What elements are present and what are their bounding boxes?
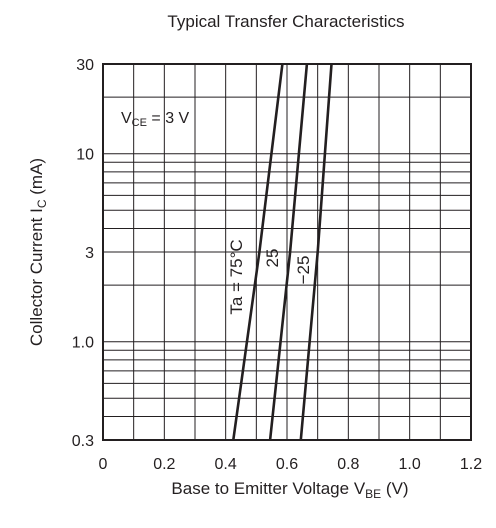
x-tick-label: 1.2 [460,456,482,473]
x-tick-label: 0.4 [215,456,237,473]
plot-frame [102,63,472,441]
curve-label-3: −25 [294,256,313,285]
x-tick-label: 0.8 [337,456,359,473]
x-tick-label: 1.0 [399,456,421,473]
y-tick-label: 10 [76,147,94,164]
y-tick-label: 0.3 [72,433,94,450]
y-tick-label: 30 [76,57,94,74]
curves-layer: Ta = 75°C 25 −25 [227,63,333,441]
x-axis-label: Base to Emitter Voltage VBE (V) [171,479,408,501]
curve-series-2 [268,63,309,441]
curve-series-1 [232,63,284,441]
vce-condition-label: VCE = 3 V [121,110,190,129]
x-tick-label: 0.6 [276,456,298,473]
curve-label-1: Ta = 75°C [227,239,246,314]
x-tick-label: 0 [99,456,108,473]
tick-labels: 0 0.2 0.4 0.6 0.8 1.0 1.2 0.3 1.0 3 10 30 [72,57,482,473]
y-tick-label: 1.0 [72,335,94,352]
grid-lines [103,64,471,440]
chart-title: Typical Transfer Characteristics [167,12,404,31]
x-tick-label: 0.2 [153,456,175,473]
curve-label-2: 25 [263,249,282,268]
curve-series-3 [299,63,333,441]
y-tick-label: 3 [85,245,94,262]
y-axis-label: Collector Current IC (mA) [27,158,49,346]
